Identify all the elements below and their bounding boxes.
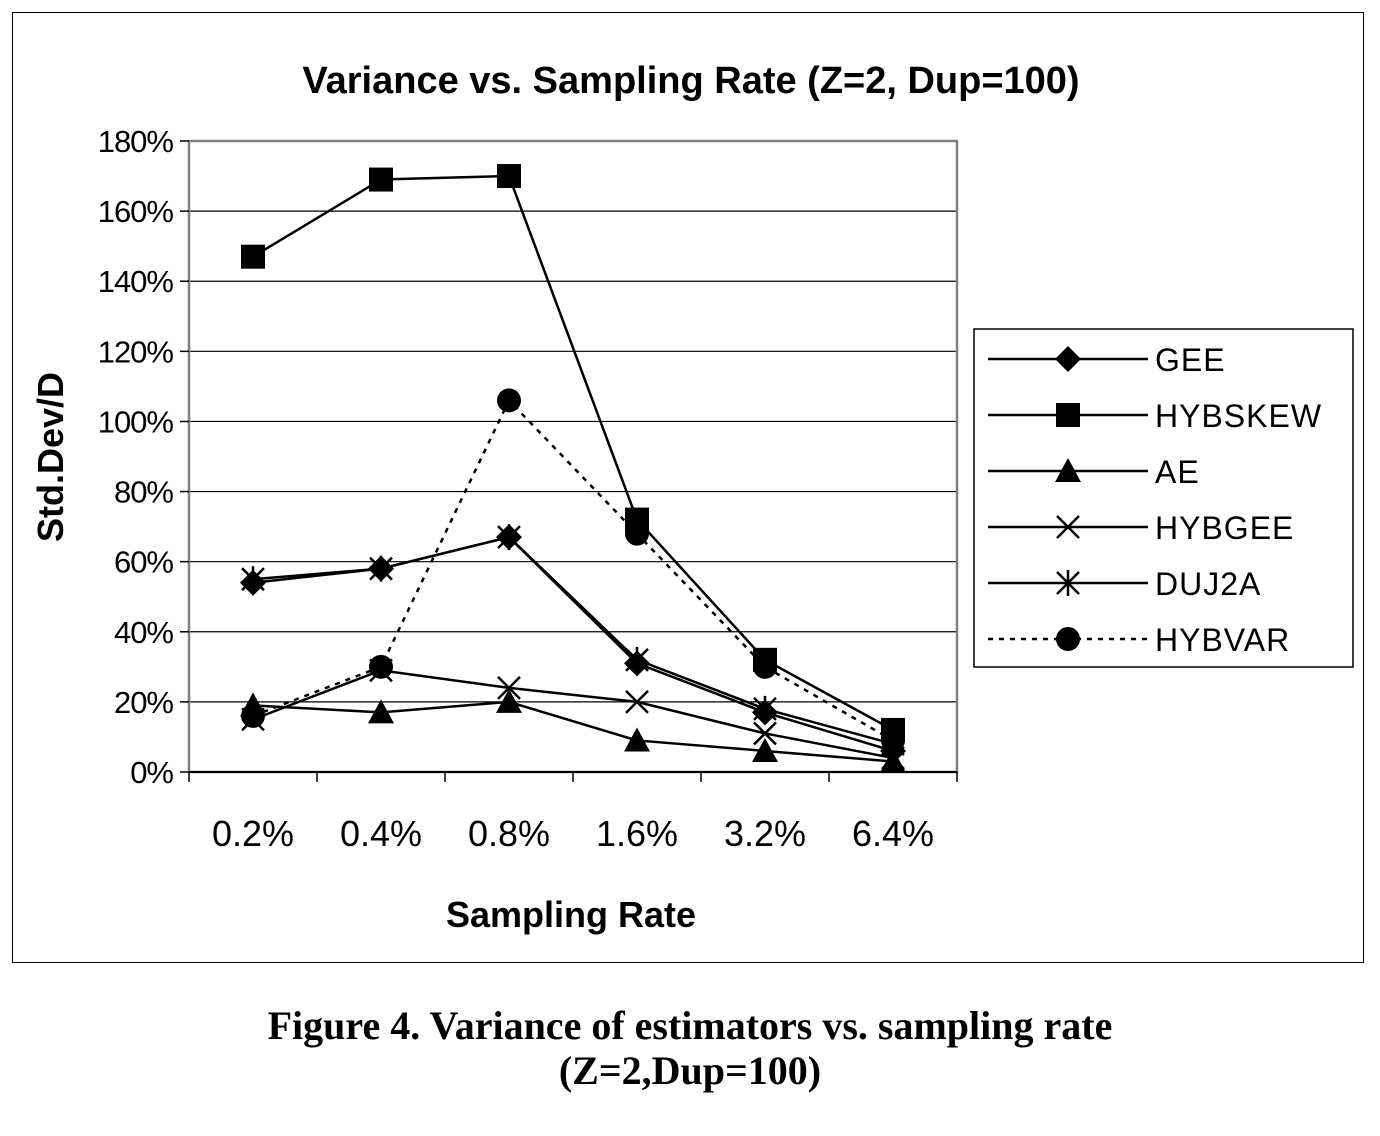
axes [180,140,958,782]
y-tick-label: 120% [98,334,174,369]
x-tick-label: 0.4% [340,813,422,854]
legend-marker-hybgee [1056,515,1080,539]
data-point-hybvar [625,521,649,546]
data-point-ae [880,748,906,773]
legend-item-ae: AE [988,454,1200,490]
data-point-duj2a [625,646,649,673]
data-point-hybvar [241,703,265,728]
legend-label-duj2a: DUJ2A [1155,566,1261,602]
data-point-hybvar [497,388,521,413]
data-point-ae [496,688,522,713]
y-tick-label: 80% [114,475,173,510]
data-point-ae [368,699,394,724]
data-point-hybvar [881,728,905,753]
y-tick-label: 180% [98,124,174,159]
legend-label-ae: AE [1155,454,1200,490]
legend-label-gee: GEE [1155,342,1226,378]
y-tick-labels: 0% 20% 40% 60% 80% 100% 120% 140% 160% 180% [98,124,175,790]
legend-marker-duj2a [1056,570,1080,596]
series-duj2a [241,524,905,757]
series-hybskew [241,164,905,742]
caption-line-1: Figure 4. Variance of estimators vs. sam… [267,1003,1113,1048]
data-point-duj2a [753,695,777,722]
x-tick-label: 0.2% [212,813,294,854]
data-point-hybgee [625,690,649,714]
x-tick-label: 6.4% [852,813,934,854]
x-tick-labels: 0.2% 0.4% 0.8% 1.6% 3.2% 6.4% [212,813,934,854]
plot-area-border [187,139,959,774]
y-axis-title: Std.Dev/D [30,372,71,542]
series-layer [240,164,906,773]
legend-item-gee: GEE [988,342,1226,378]
data-point-hybgee [497,675,521,700]
series-line-hybgee [252,669,894,760]
series-line-duj2a [252,535,894,746]
y-tick-label: 0% [130,755,173,790]
legend-item-hybgee: HYBGEE [988,510,1294,546]
legend-label-hybvar: HYBVAR [1155,622,1290,658]
data-point-duj2a [497,524,521,551]
x-tick-label: 3.2% [724,813,806,854]
x-tick-label: 1.6% [596,813,678,854]
legend-item-hybvar: HYBVAR [988,622,1290,658]
y-tick-label: 20% [114,685,173,720]
x-axis-title: Sampling Rate [446,894,696,935]
legend-marker-hybskew [1056,403,1080,427]
series-line-hybvar [252,398,894,742]
series-line-hybskew [252,174,894,732]
legend-box [973,328,1354,668]
legend-label-hybgee: HYBGEE [1155,510,1294,546]
data-point-hybskew [497,164,521,189]
data-point-duj2a [369,555,393,582]
figure-caption: Figure 4. Variance of estimators vs. sam… [0,1003,1380,1093]
line-chart: Variance vs. Sampling Rate (Z=2, Dup=100… [30,60,1354,935]
legend-marker-gee [1055,346,1081,372]
legend: GEE HYBSKEW AE HYBGEE DUJ2A HYBVAR [973,328,1354,668]
y-tick-label: 160% [98,194,174,229]
y-tick-label: 100% [98,404,174,439]
x-tick-label: 0.8% [468,813,550,854]
data-point-hybskew [369,167,393,192]
y-tick-label: 40% [114,615,173,650]
data-point-hybvar [753,654,777,679]
chart-title: Variance vs. Sampling Rate (Z=2, Dup=100… [302,60,1079,102]
data-point-hybvar [369,654,393,679]
series-gee [240,524,906,764]
series-hybvar [241,388,905,753]
gridlines [189,210,957,703]
legend-item-hybskew: HYBSKEW [988,398,1322,434]
series-line-ae [252,700,894,763]
chart-frame: Variance vs. Sampling Rate (Z=2, Dup=100… [12,12,1364,963]
legend-label-hybskew: HYBSKEW [1155,398,1322,434]
data-point-ae [624,727,650,752]
data-point-ae [752,737,778,762]
series-hybgee [241,658,905,770]
data-point-hybgee [753,721,777,746]
data-point-duj2a [241,566,265,593]
caption-line-2: (Z=2,Dup=100) [558,1048,822,1093]
y-tick-label: 140% [98,264,174,299]
legend-item-duj2a: DUJ2A [988,566,1261,602]
legend-marker-ae [1055,458,1081,482]
legend-marker-hybvar [1056,627,1080,651]
data-point-hybskew [241,244,265,269]
y-tick-label: 60% [114,545,173,580]
